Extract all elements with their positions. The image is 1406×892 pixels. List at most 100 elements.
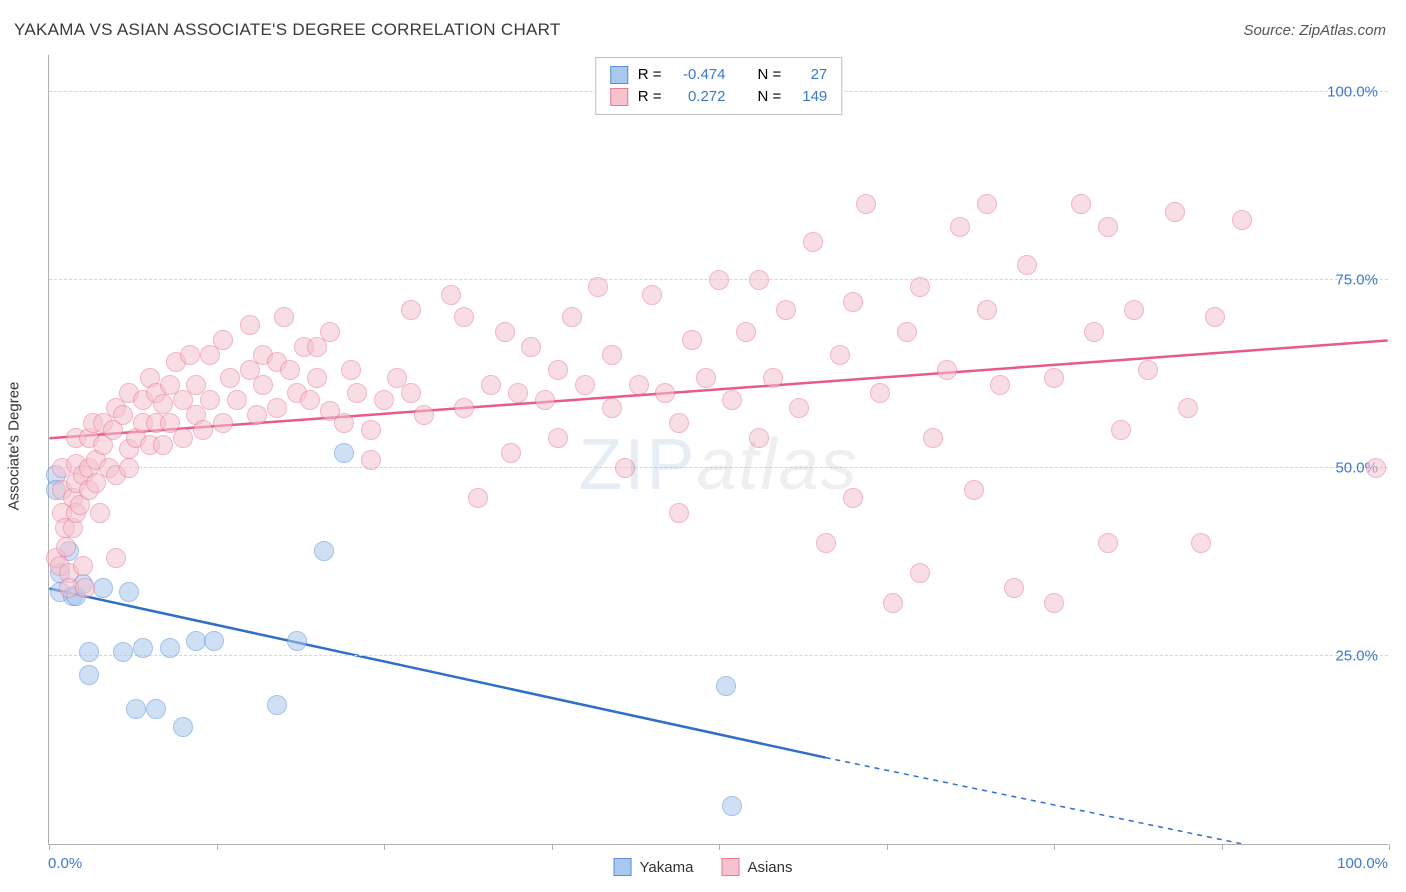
data-point [749,428,769,448]
data-point [830,345,850,365]
gridline [49,655,1388,656]
data-point [341,360,361,380]
data-point [79,642,99,662]
data-point [910,563,930,583]
data-point [227,390,247,410]
legend-swatch [721,858,739,876]
data-point [374,390,394,410]
data-point [193,420,213,440]
data-point [113,405,133,425]
data-point [401,300,421,320]
source-attribution: Source: ZipAtlas.com [1243,22,1386,39]
data-point [588,277,608,297]
data-point [441,285,461,305]
y-tick-label: 100.0% [1327,83,1378,100]
x-tick [1222,844,1223,850]
data-point [495,322,515,342]
data-point [843,292,863,312]
data-point [75,578,95,598]
data-point [749,270,769,290]
data-point [1232,210,1252,230]
data-point [481,375,501,395]
n-label: N = [758,86,782,108]
data-point [722,796,742,816]
r-value-asians: 0.272 [672,86,726,108]
data-point [501,443,521,463]
data-point [119,458,139,478]
watermark-zip: ZIP [578,425,696,505]
data-point [1178,398,1198,418]
data-point [153,435,173,455]
series-legend: Yakama Asians [614,858,793,876]
legend-label: Yakama [640,859,694,876]
x-tick [49,844,50,850]
data-point [468,488,488,508]
data-point [548,428,568,448]
data-point [977,194,997,214]
data-point [414,405,434,425]
data-point [950,217,970,237]
data-point [314,541,334,561]
y-tick-label: 75.0% [1335,271,1378,288]
data-point [669,503,689,523]
x-tick [217,844,218,850]
data-point [789,398,809,418]
data-point [883,593,903,613]
data-point [1111,420,1131,440]
legend-row-asians: R = 0.272 N = 149 [610,86,828,108]
data-point [1138,360,1158,380]
data-point [923,428,943,448]
data-point [204,631,224,651]
data-point [173,428,193,448]
data-point [454,307,474,327]
plot-area: ZIPatlas R = -0.474 N = 27 R = 0.272 N =… [48,55,1388,845]
data-point [1124,300,1144,320]
data-point [220,368,240,388]
data-point [990,375,1010,395]
gridline [49,467,1388,468]
data-point [602,345,622,365]
data-point [910,277,930,297]
x-tick [552,844,553,850]
x-tick [887,844,888,850]
data-point [347,383,367,403]
x-tick [384,844,385,850]
x-tick [1054,844,1055,850]
data-point [816,533,836,553]
data-point [79,665,99,685]
data-point [1165,202,1185,222]
data-point [722,390,742,410]
data-point [709,270,729,290]
data-point [521,337,541,357]
data-point [615,458,635,478]
data-point [146,699,166,719]
data-point [133,638,153,658]
data-point [696,368,716,388]
data-point [213,330,233,350]
data-point [1191,533,1211,553]
data-point [535,390,555,410]
data-point [843,488,863,508]
data-point [629,375,649,395]
r-label: R = [638,64,662,86]
data-point [682,330,702,350]
data-point [575,375,595,395]
legend-label: Asians [747,859,792,876]
data-point [897,322,917,342]
legend-swatch-yakama [610,66,628,84]
chart-title: YAKAMA VS ASIAN ASSOCIATE'S DEGREE CORRE… [14,20,561,40]
data-point [655,383,675,403]
legend-row-yakama: R = -0.474 N = 27 [610,64,828,86]
data-point [334,413,354,433]
data-point [320,322,340,342]
data-point [160,638,180,658]
y-axis-label: Associate's Degree [6,382,23,511]
data-point [126,699,146,719]
data-point [56,537,76,557]
data-point [153,394,173,414]
x-tick [1389,844,1390,850]
data-point [1044,368,1064,388]
data-point [73,556,93,576]
data-point [803,232,823,252]
data-point [736,322,756,342]
